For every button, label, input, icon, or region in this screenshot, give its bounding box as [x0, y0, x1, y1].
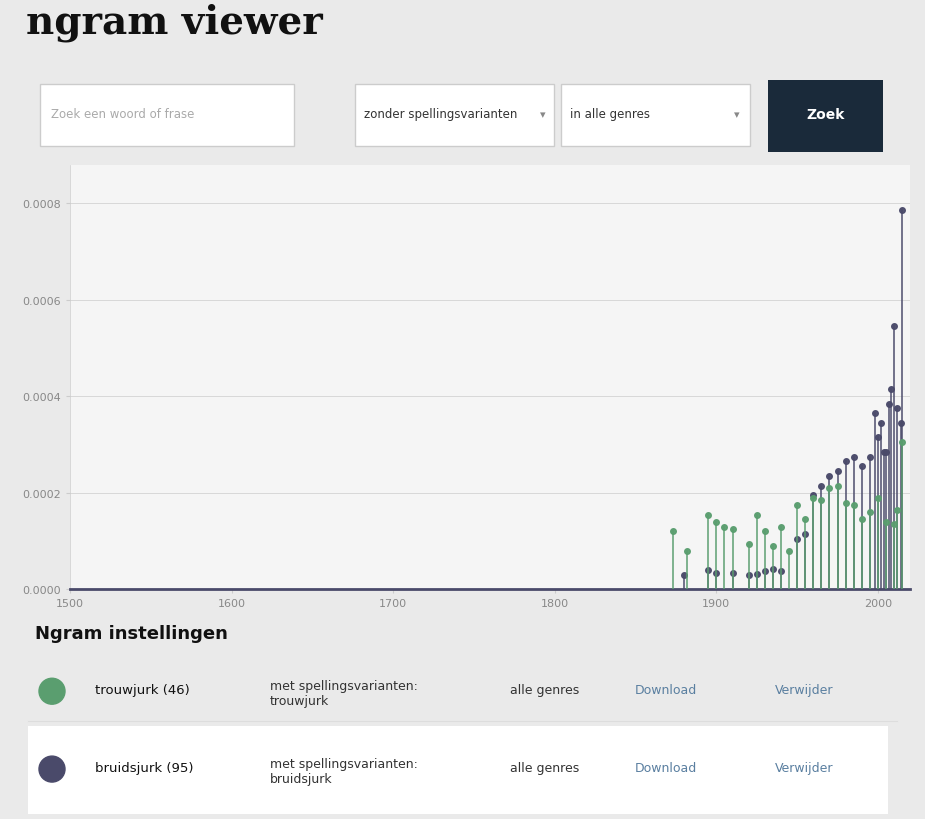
- Text: in alle genres: in alle genres: [570, 108, 649, 121]
- Text: met spellingsvarianten:
trouwjurk: met spellingsvarianten: trouwjurk: [270, 680, 418, 708]
- Text: alle genres: alle genres: [510, 683, 579, 696]
- Text: Download: Download: [635, 683, 697, 696]
- FancyBboxPatch shape: [561, 84, 750, 147]
- Text: zonder spellingsvarianten: zonder spellingsvarianten: [364, 108, 518, 121]
- Text: ngram viewer: ngram viewer: [26, 3, 323, 42]
- Text: met spellingsvarianten:
bruidsjurk: met spellingsvarianten: bruidsjurk: [270, 758, 418, 785]
- FancyBboxPatch shape: [768, 81, 883, 152]
- Text: Verwijder: Verwijder: [775, 683, 833, 696]
- FancyBboxPatch shape: [40, 84, 294, 147]
- Text: Ngram instellingen: Ngram instellingen: [35, 625, 228, 643]
- Text: Verwijder: Verwijder: [775, 761, 833, 774]
- Text: Download: Download: [635, 761, 697, 774]
- Text: bruidsjurk (95): bruidsjurk (95): [95, 761, 193, 774]
- Circle shape: [39, 756, 65, 782]
- Text: alle genres: alle genres: [510, 761, 579, 774]
- FancyBboxPatch shape: [355, 84, 554, 147]
- Text: Zoek een woord of frase: Zoek een woord of frase: [51, 108, 194, 121]
- Text: ▾: ▾: [540, 110, 546, 120]
- Text: Zoek: Zoek: [807, 107, 845, 122]
- Text: trouwjurk (46): trouwjurk (46): [95, 683, 190, 696]
- Text: ▾: ▾: [734, 110, 739, 120]
- FancyBboxPatch shape: [28, 726, 888, 814]
- Circle shape: [39, 678, 65, 704]
